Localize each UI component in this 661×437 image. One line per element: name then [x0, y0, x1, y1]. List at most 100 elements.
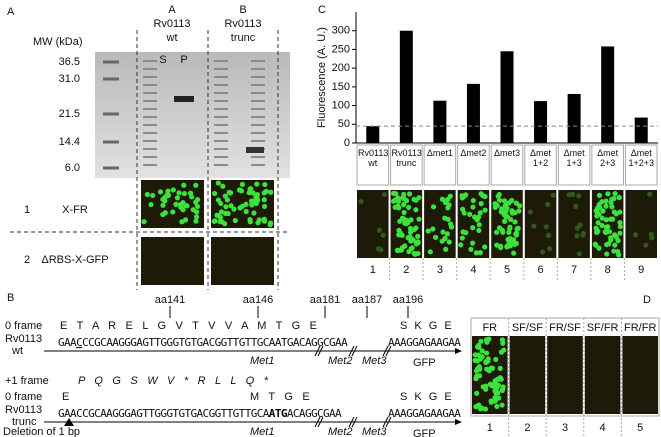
- cell: [164, 192, 170, 198]
- cell: [189, 194, 195, 200]
- cell: [472, 352, 478, 358]
- sequence: AAAGGAGAAGAA: [388, 407, 461, 420]
- cell: [477, 210, 483, 216]
- cell: [395, 197, 401, 203]
- cell: [498, 209, 504, 215]
- gel-band: [214, 100, 228, 102]
- cell: [215, 212, 221, 219]
- cell: [174, 195, 181, 201]
- x-tick-label: Δmet3: [493, 148, 520, 158]
- cell: [545, 201, 551, 208]
- cell: [495, 193, 501, 199]
- gel-band: [251, 124, 265, 126]
- aa-mark: aa187: [352, 294, 383, 306]
- cell: [512, 219, 518, 225]
- cell: [500, 229, 506, 235]
- x-tick-label: Δmet 2+3: [597, 148, 619, 168]
- cell: [267, 222, 273, 228]
- cell: [406, 191, 413, 197]
- cell: [507, 226, 513, 232]
- lane-number: 4: [470, 264, 476, 276]
- cell: [593, 229, 600, 235]
- x-tick-label: Δmet 1+3: [563, 148, 585, 168]
- cell: [613, 211, 619, 217]
- y-tick-label: 100: [332, 99, 350, 111]
- break: [382, 345, 389, 357]
- gel-band: [143, 100, 157, 102]
- category-box: [390, 144, 423, 186]
- column-header: SF/SF: [512, 322, 543, 334]
- cell: [194, 203, 201, 210]
- mw-label: 36.5: [59, 56, 80, 68]
- cell: [511, 250, 517, 256]
- gel-band: [214, 140, 228, 142]
- cell: [401, 209, 407, 216]
- y-tick-label: 200: [332, 62, 350, 74]
- gel-band: [214, 116, 228, 118]
- lane-letter: A: [168, 4, 176, 16]
- cell: [484, 366, 490, 372]
- cell: [222, 193, 228, 199]
- cell: [492, 388, 498, 394]
- y-tick-label: 150: [332, 81, 350, 93]
- cell: [413, 197, 419, 203]
- cell: [413, 241, 420, 247]
- gel-band: [174, 96, 194, 102]
- cell: [611, 232, 618, 238]
- cell: [446, 239, 452, 245]
- gel-band: [251, 164, 265, 166]
- cell: [448, 221, 454, 227]
- cell: [596, 192, 603, 199]
- cell: [612, 190, 618, 197]
- gel-band: [214, 68, 228, 70]
- cell: [513, 200, 519, 206]
- construct: X-FR: [62, 204, 88, 216]
- cell: [358, 198, 364, 205]
- cell: [602, 229, 608, 235]
- row-number: 2: [24, 254, 30, 266]
- cell: [574, 233, 580, 239]
- cell: [503, 213, 509, 219]
- cell: [617, 219, 623, 226]
- lane-number: 6: [537, 264, 543, 276]
- cell: [502, 202, 508, 208]
- cell: [224, 197, 230, 203]
- lane-letter: B: [239, 4, 246, 16]
- y-tick-label: 50: [338, 118, 350, 130]
- cell: [485, 356, 491, 362]
- cell: [193, 182, 199, 188]
- cell: [160, 202, 166, 208]
- cell: [157, 189, 164, 195]
- cell: [473, 376, 479, 382]
- cell: [262, 181, 268, 188]
- cell: [406, 204, 412, 210]
- cell: [603, 217, 609, 223]
- sequence-part: GAACCGCAAGGGAGTTGGGTGTGACGGTTGTTGCA: [58, 407, 270, 420]
- bar: [601, 46, 615, 144]
- cell: [179, 219, 185, 225]
- cell: [497, 375, 503, 381]
- bar: [534, 101, 548, 143]
- lane-number: 8: [605, 264, 611, 276]
- fraction: S: [159, 54, 166, 66]
- break: [348, 416, 355, 428]
- frame: 0 frame: [5, 320, 42, 332]
- cell: [611, 248, 617, 254]
- cell: [479, 348, 485, 354]
- x-tick-label: Rv0113 trunc: [391, 148, 422, 168]
- gel-band: [214, 124, 228, 126]
- cell: [596, 201, 602, 208]
- cell: [474, 390, 480, 396]
- cell: [415, 250, 421, 257]
- gel-band: [251, 116, 265, 118]
- cell: [398, 247, 405, 253]
- micrograph: [622, 336, 658, 414]
- cell: [408, 217, 414, 223]
- cell: [461, 193, 467, 199]
- cell: [604, 251, 610, 257]
- cell: [543, 224, 549, 230]
- cell: [478, 338, 484, 344]
- cell: [217, 218, 223, 225]
- cell: [222, 210, 229, 216]
- sequence-part: C: [76, 336, 82, 349]
